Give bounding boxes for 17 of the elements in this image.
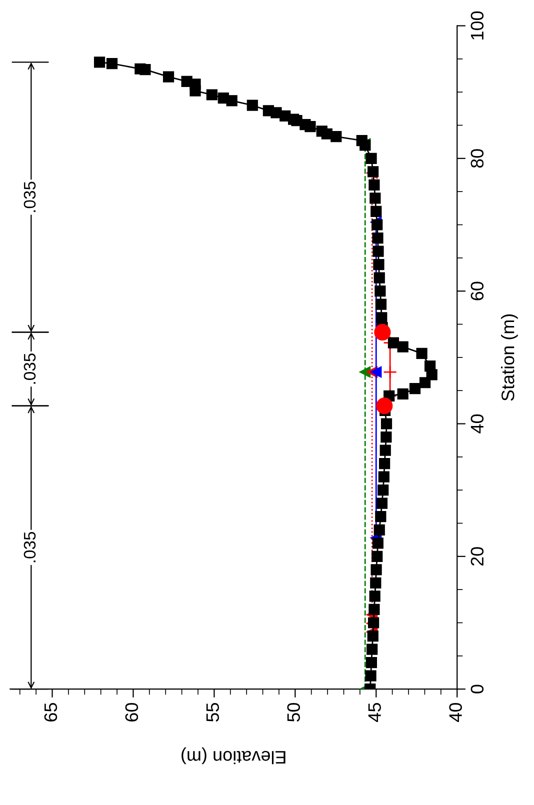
y-tick-label: 40 bbox=[470, 414, 484, 434]
x-tick-label: 40 bbox=[449, 702, 462, 722]
x-tick-label: 65 bbox=[44, 703, 58, 722]
annotation: .035 bbox=[24, 354, 36, 384]
annotation: .035 bbox=[24, 182, 36, 212]
x-tick-label: 45 bbox=[368, 703, 381, 722]
y-tick-label: 100 bbox=[470, 11, 484, 40]
y-tick-label: 80 bbox=[470, 149, 484, 168]
x-tick-label: 50 bbox=[287, 702, 300, 722]
x-tick-label: 60 bbox=[125, 702, 138, 722]
y-tick-label: 0 bbox=[470, 684, 484, 694]
annotation: .035 bbox=[24, 532, 36, 562]
x-tick-label: 55 bbox=[206, 703, 220, 722]
y-axis-title: Station (m) bbox=[501, 314, 518, 401]
y-tick-label: 60 bbox=[470, 282, 484, 300]
x-axis-title: Elevation (m) bbox=[182, 747, 286, 764]
y-tick-label: 20 bbox=[470, 547, 484, 566]
